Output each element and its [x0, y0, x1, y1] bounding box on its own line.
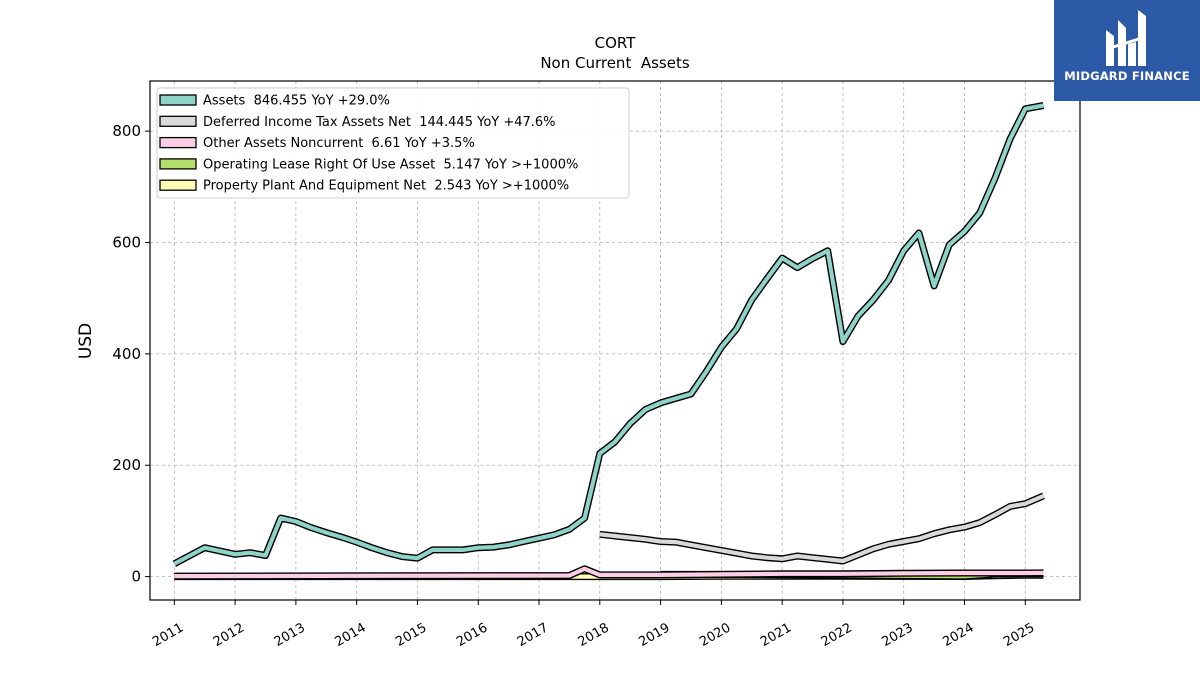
x-tick-label: 2018 — [576, 620, 612, 650]
y-tick-label: 600 — [112, 233, 141, 251]
x-tick-label: 2013 — [272, 620, 308, 650]
chart-subtitle: Non Current Assets — [540, 54, 690, 72]
y-axis-ticks: 0 200 400 600 800 — [112, 122, 150, 586]
series-outline — [599, 492, 1045, 565]
x-tick-label: 2011 — [150, 620, 186, 650]
legend-label: Property Plant And Equipment Net 2.543 Y… — [203, 179, 569, 194]
plot-series — [172, 102, 1045, 581]
series-line — [599, 493, 1045, 564]
x-tick-label: 2016 — [454, 620, 490, 650]
x-tick-label: 2015 — [393, 620, 429, 650]
y-axis-label: USD — [76, 323, 96, 359]
legend-label: Assets 846.455 YoY +29.0% — [203, 94, 390, 109]
legend-swatch — [159, 94, 197, 106]
legend-box — [156, 87, 630, 199]
x-tick-label: 2022 — [819, 620, 855, 650]
x-tick-label: 2017 — [515, 620, 551, 650]
x-tick-label: 2020 — [697, 620, 733, 650]
y-tick-label: 800 — [112, 122, 141, 140]
legend-swatch — [159, 179, 197, 191]
legend-swatch — [159, 136, 197, 149]
midgard-logo-icon — [1106, 10, 1146, 66]
x-tick-label: 2025 — [1001, 620, 1037, 650]
x-tick-label: 2021 — [758, 620, 794, 650]
chart-title: CORT — [595, 34, 637, 52]
logo-text: MIDGARD FINANCE — [1064, 69, 1190, 83]
legend-label: Other Assets Noncurrent 6.61 YoY +3.5% — [203, 136, 475, 151]
series-line — [173, 103, 1044, 566]
x-tick-label: 2023 — [880, 620, 916, 650]
legend-swatch — [159, 158, 197, 170]
x-axis-ticks: 2011 2012 2013 2014 2015 2016 2017 2018 2019 2020… — [150, 600, 1037, 650]
x-tick-label: 2024 — [940, 620, 976, 650]
series-line — [174, 566, 1044, 579]
legend-label: Operating Lease Right Of Use Asset 5.147… — [203, 157, 578, 172]
midgard-finance-logo: MIDGARD FINANCE — [1054, 0, 1200, 101]
x-tick-label: 2012 — [211, 620, 247, 650]
legend-swatch — [159, 115, 197, 127]
y-tick-label: 0 — [131, 568, 141, 586]
legend: Assets 846.455 YoY +29.0% Deferred Income… — [156, 87, 630, 199]
legend-label: Deferred Income Tax Assets Net 144.445 Y… — [203, 115, 556, 130]
grid — [150, 81, 1080, 600]
x-tick-label: 2019 — [636, 620, 672, 650]
y-tick-label: 400 — [112, 345, 141, 363]
x-tick-label: 2014 — [333, 620, 369, 650]
y-tick-label: 200 — [112, 456, 141, 474]
plot-frame — [149, 80, 1081, 601]
